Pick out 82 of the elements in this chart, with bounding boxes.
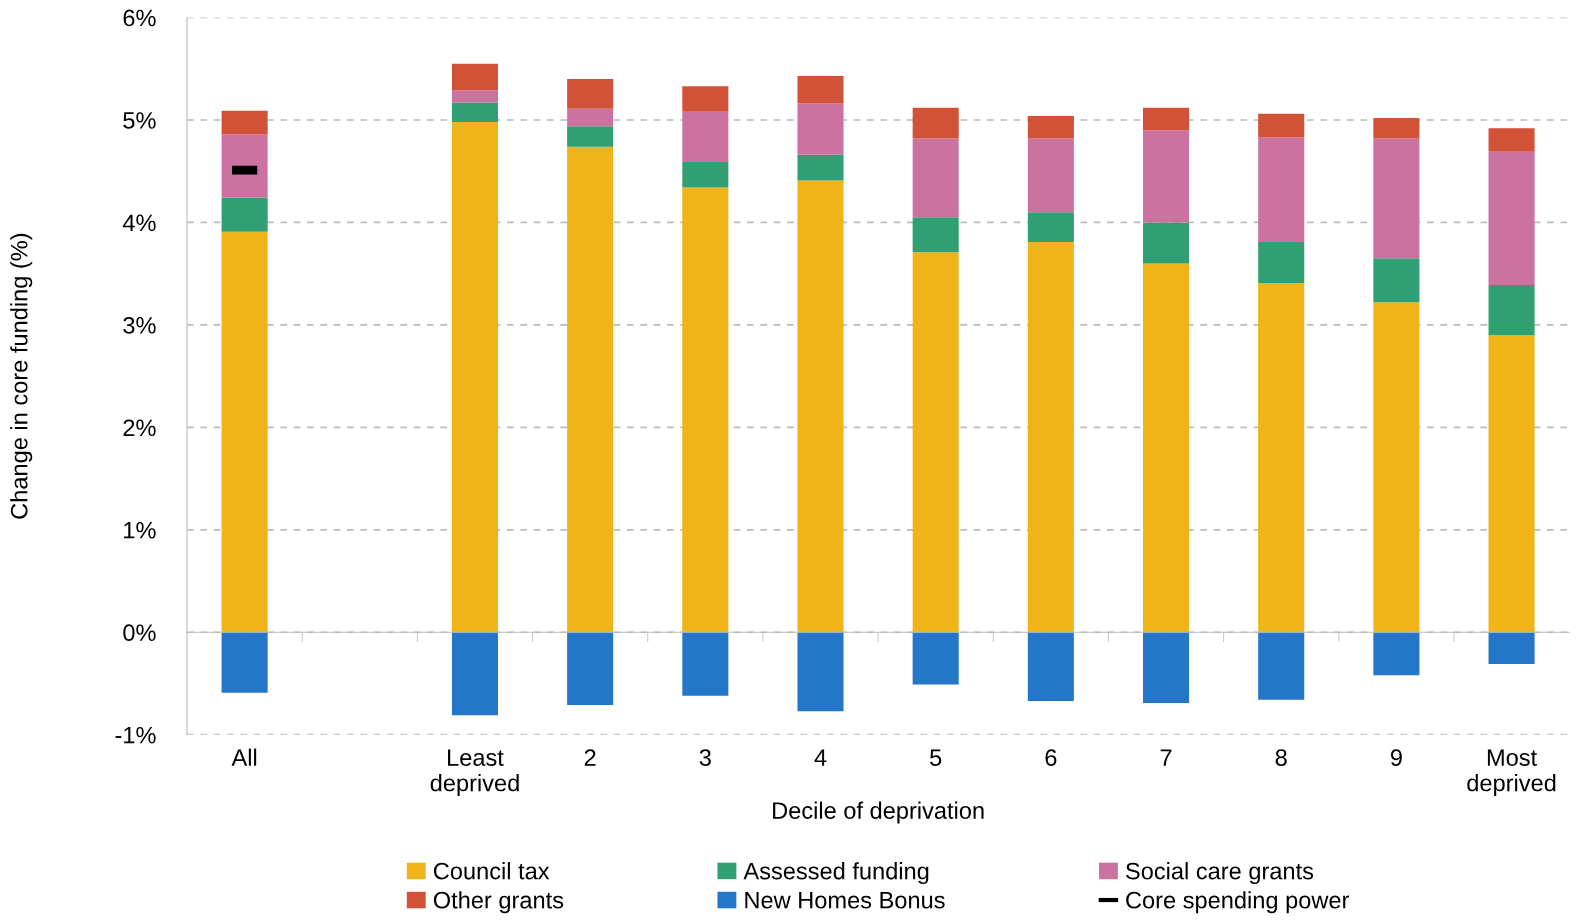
bar [912, 252, 959, 633]
bar [1027, 138, 1074, 213]
bar [451, 632, 499, 716]
x-tick-label: Most deprived [1467, 749, 1556, 797]
x-tick-label: 4 [814, 749, 827, 766]
x-tick-label: 9 [1390, 749, 1402, 766]
bar [682, 111, 729, 162]
bar [912, 107, 959, 139]
y-tick-label: 1% [124, 521, 156, 539]
bar [1488, 284, 1535, 336]
bar [1488, 632, 1535, 665]
bar [682, 162, 729, 188]
x-axis-title: Decile of deprivation [773, 801, 984, 824]
bar [1488, 335, 1535, 633]
legend-label: Council tax [433, 862, 550, 880]
y-tick-label: 5% [123, 112, 156, 129]
bar [1258, 241, 1305, 283]
bar [451, 102, 499, 123]
x-tick-label: All [231, 748, 257, 766]
bar [1027, 632, 1074, 701]
bar [1143, 632, 1190, 703]
bar [1258, 282, 1305, 633]
bar [912, 138, 959, 218]
bar [682, 86, 729, 112]
bar [797, 632, 844, 712]
bar [682, 187, 729, 633]
y-tick-label: 0% [123, 624, 156, 642]
bar [221, 197, 268, 232]
y-tick-label: 2% [123, 419, 156, 437]
bar [1373, 117, 1420, 139]
bar [221, 134, 268, 198]
bar [567, 79, 614, 109]
bar [1143, 107, 1190, 131]
bar [912, 217, 959, 253]
bar [451, 63, 499, 91]
bar [797, 180, 844, 633]
bar [451, 122, 499, 633]
bar [797, 154, 844, 181]
x-tick-label: Least deprived [430, 749, 519, 797]
bar [797, 103, 844, 155]
x-tick-label: 6 [1045, 749, 1057, 766]
bar [1373, 302, 1420, 633]
bar [1373, 632, 1420, 676]
bar [1143, 263, 1190, 633]
bar [682, 632, 729, 696]
x-tick-label: 8 [1275, 749, 1287, 766]
bar [1488, 128, 1535, 152]
bar [1488, 151, 1535, 285]
y-tick-label: 3% [123, 316, 156, 334]
bar [221, 231, 268, 633]
legend-label: Other grants [433, 891, 564, 914]
bar [1027, 212, 1074, 242]
bar [567, 146, 614, 633]
bar [1258, 632, 1305, 700]
bar [451, 90, 499, 103]
bar [567, 108, 614, 127]
bar [1143, 222, 1190, 264]
bar [567, 126, 614, 147]
bar [567, 632, 614, 705]
legend-label: New Homes Bonus [745, 892, 945, 909]
x-tick-label: 5 [930, 749, 942, 766]
bar [797, 75, 844, 104]
bar [221, 110, 268, 135]
bar [912, 632, 959, 685]
legend-label: Assessed funding [743, 862, 929, 885]
bar [1373, 138, 1420, 259]
y-axis-title: Change in core funding (%) [10, 233, 33, 519]
bar [1027, 241, 1074, 633]
bar [221, 632, 268, 693]
bar [1373, 258, 1420, 303]
legend-label: Core spending power [1126, 891, 1350, 914]
bar [1258, 137, 1305, 242]
bar [1143, 130, 1190, 223]
x-tick-label: 7 [1160, 749, 1172, 766]
y-tick-label: -1% [115, 726, 156, 744]
y-tick-label: 4% [122, 214, 156, 232]
legend-label: Social care grants [1126, 862, 1314, 885]
bar [1027, 115, 1074, 139]
x-tick-label: 3 [699, 749, 711, 766]
x-tick-label: 2 [584, 749, 596, 766]
bar [1258, 113, 1305, 138]
y-tick-label: 6% [123, 9, 156, 27]
